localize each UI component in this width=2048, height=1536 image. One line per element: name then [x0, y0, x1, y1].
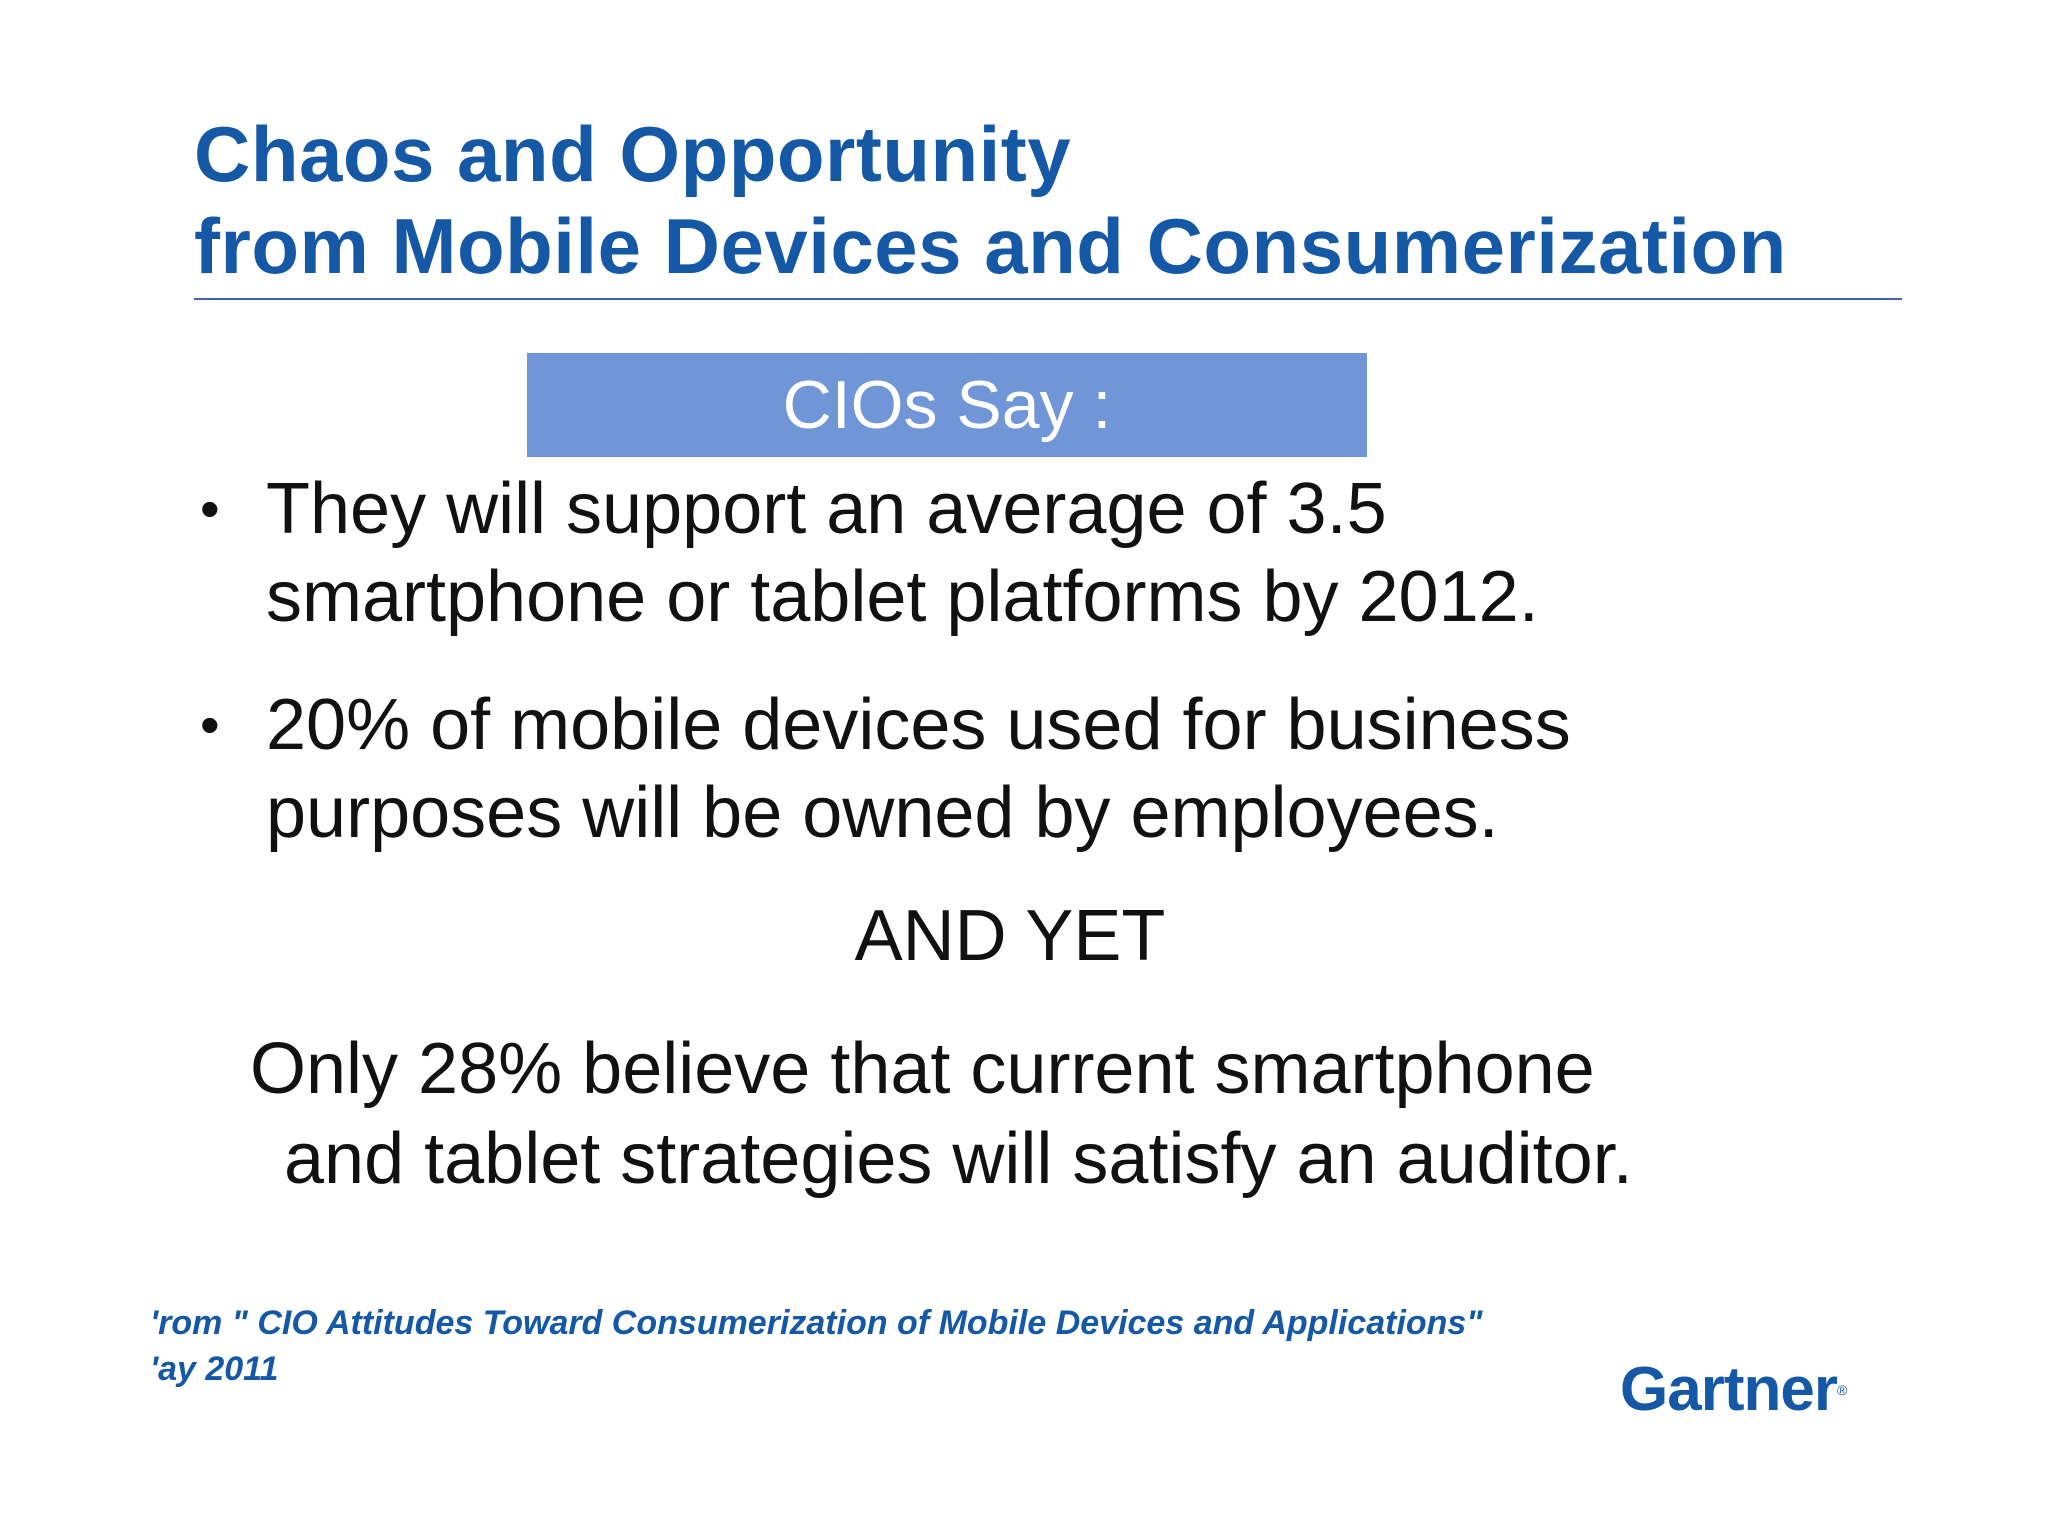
bullet-text-line-2: purposes will be owned by employees.: [266, 773, 1499, 853]
slide-title-line-2: from Mobile Devices and Consumerization: [194, 202, 1787, 290]
source-citation: 'rom " CIO Attitudes Toward Consumerizat…: [150, 1300, 1482, 1392]
bullet-dot-icon: •: [200, 477, 220, 540]
cios-say-banner: CIOs Say :: [527, 353, 1367, 457]
bullet-text-line-2: smartphone or tablet platforms by 2012.: [266, 557, 1539, 637]
conclusion-statement: Only 28% believe that current smartphone…: [250, 1024, 1633, 1204]
registered-mark-icon: ®: [1836, 1382, 1847, 1398]
source-line-2: 'ay 2011: [150, 1350, 279, 1388]
slide-title-line-1: Chaos and Opportunity: [194, 110, 1072, 198]
and-yet-heading: AND YET: [0, 892, 2048, 980]
slide-title: Chaos and Opportunity from Mobile Device…: [194, 108, 1787, 292]
conclusion-line-2: and tablet strategies will satisfy an au…: [284, 1119, 1633, 1199]
bullet-item-platforms: • They will support an average of 3.5 sm…: [194, 465, 1794, 641]
bullet-item-employee-owned: • 20% of mobile devices used for busines…: [194, 681, 1794, 857]
bullet-text-line-1: They will support an average of 3.5: [266, 469, 1387, 549]
bullet-text-line-1: 20% of mobile devices used for business: [266, 685, 1571, 765]
source-line-1: 'rom " CIO Attitudes Toward Consumerizat…: [150, 1304, 1483, 1342]
conclusion-line-1: Only 28% believe that current smartphone: [250, 1029, 1595, 1109]
and-yet-text: AND YET: [854, 896, 1166, 976]
bullet-dot-icon: •: [200, 693, 220, 756]
title-divider: [194, 298, 1902, 300]
gartner-logo-text: Gartner: [1620, 1355, 1838, 1424]
bullet-list: • They will support an average of 3.5 sm…: [194, 465, 1794, 897]
gartner-logo: Gartner®: [1620, 1352, 1847, 1428]
